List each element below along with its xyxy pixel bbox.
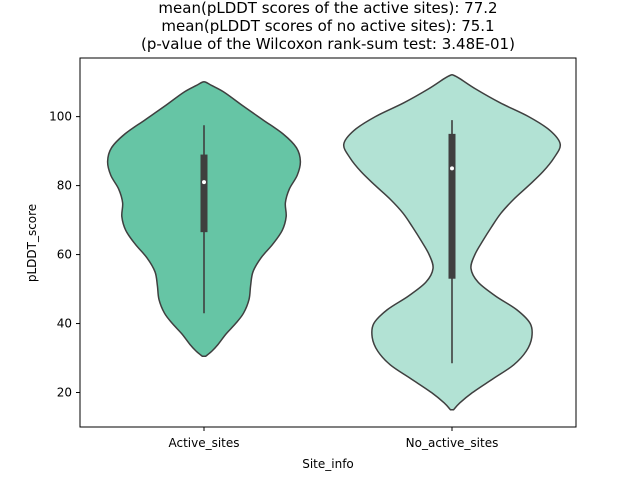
y-tick-label: 80: [57, 179, 72, 193]
x-axis: Active_sites No_active_sites: [168, 427, 498, 450]
y-tick-label: 100: [49, 110, 72, 124]
median-point: [202, 180, 206, 185]
iqr-box: [448, 133, 456, 279]
title-line-1: mean(pLDDT scores of the active sites): …: [158, 0, 497, 17]
plot-frame: [79, 57, 577, 428]
chart-title: mean(pLDDT scores of the active sites): …: [141, 0, 515, 53]
x-tick-label: No_active_sites: [406, 436, 499, 450]
title-line-2: mean(pLDDT scores of no active sites): 7…: [161, 17, 494, 35]
y-tick-label: 40: [57, 317, 72, 331]
iqr-box: [200, 154, 208, 233]
x-tick-label: Active_sites: [168, 436, 239, 450]
violins: [106, 74, 562, 411]
y-tick-label: 60: [57, 248, 72, 262]
title-line-3: (p-value of the Wilcoxon rank-sum test: …: [141, 35, 515, 53]
y-tick-label: 20: [57, 386, 72, 400]
y-axis: 20 40 60 80 100: [49, 110, 80, 400]
median-point: [450, 166, 454, 171]
x-axis-label: Site_info: [302, 457, 354, 471]
y-axis-label: pLDDT_score: [25, 204, 39, 282]
